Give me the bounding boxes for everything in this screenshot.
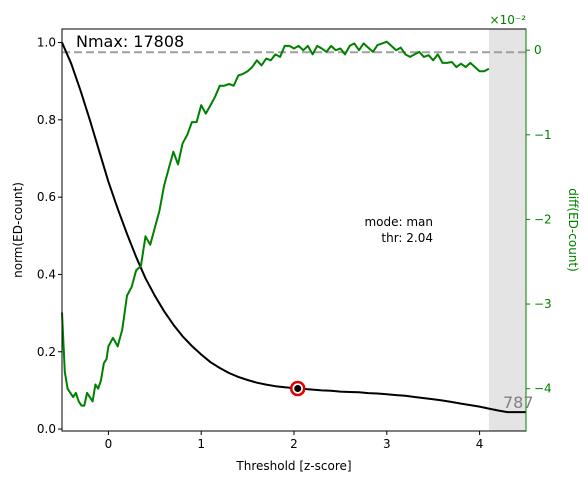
x-tick-label: 3 [383, 437, 391, 451]
y-left-tick-label: 0.8 [37, 113, 56, 127]
end-count-annotation: 787 [503, 393, 534, 412]
y-left-tick-label: 1.0 [37, 36, 56, 50]
y-right-tick-label: −2 [534, 212, 552, 226]
thr-annotation: thr: 2.04 [381, 231, 433, 245]
mode-annotation: mode: man [364, 215, 433, 229]
shaded-region [488, 29, 526, 431]
nmax-annotation: Nmax: 17808 [76, 32, 184, 51]
y-right-tick-label: 0 [534, 43, 542, 57]
y-left-tick-label: 0.6 [37, 190, 56, 204]
selected-point-dot [294, 384, 302, 392]
y-axis-right-label: diff(ED-count) [566, 188, 580, 272]
y-left-tick-label: 0.4 [37, 267, 56, 281]
x-tick-label: 4 [476, 437, 484, 451]
y-left-tick-label: 0.0 [37, 422, 56, 436]
y-right-tick-label: −1 [534, 128, 552, 142]
y-right-tick-label: −4 [534, 382, 552, 396]
y-left-tick-label: 0.2 [37, 345, 56, 359]
x-axis-label: Threshold [z-score] [235, 459, 351, 473]
x-tick-label: 0 [105, 437, 113, 451]
x-tick-label: 1 [197, 437, 205, 451]
y-axis-left-label: norm(ED-count) [11, 182, 25, 278]
y-right-tick-label: −3 [534, 297, 552, 311]
x-tick-label: 2 [290, 437, 298, 451]
right-axis-exponent: ×10⁻² [490, 13, 527, 27]
diff-series-line [61, 40, 490, 407]
